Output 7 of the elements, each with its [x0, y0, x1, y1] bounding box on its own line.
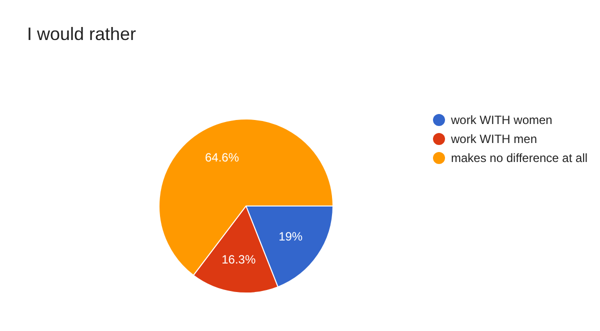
legend-label: makes no difference at all: [451, 150, 588, 164]
data-label: 16.3%: [222, 252, 256, 266]
legend-label: work WITH women: [451, 112, 552, 126]
data-label: 19%: [278, 229, 303, 244]
legend-label: work WITH men: [451, 132, 538, 146]
data-label: 64.6%: [205, 150, 240, 165]
chart-title: I would rather: [27, 24, 136, 45]
